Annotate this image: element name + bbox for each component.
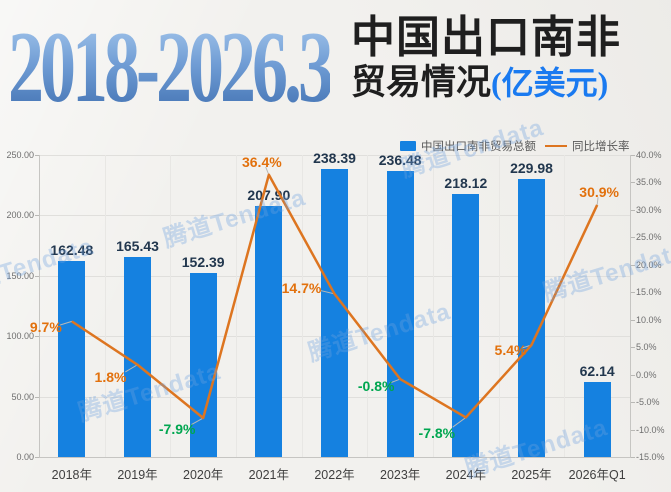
y-axis-left-tick [35,215,39,217]
y-axis-right-tick [631,429,635,431]
title-unit: (亿美元) [491,65,609,102]
bar-2026年Q1 [583,381,611,457]
gridline-vertical [433,155,434,457]
bar-2022年 [321,169,348,457]
y-axis-right-tick [631,457,635,458]
legend-line-label: 同比增长率 [572,141,630,153]
bar-value-label: 165.43 [116,238,159,255]
y-axis-left-tick [35,457,39,458]
legend-item-bar: 中国出口南非贸易总额 [400,138,536,154]
y-axis-left-tick [35,336,39,338]
x-axis-label: 2023年 [380,468,421,482]
growth-label: 36.4% [241,153,282,170]
x-axis-label: 2024年 [445,468,486,482]
y-axis-right-label: -5.0% [636,397,660,408]
y-axis-left-tick [35,275,39,277]
bar-value-label: 62.14 [579,362,615,379]
growth-label: 1.8% [94,368,127,385]
bar-value-label: 162.48 [50,241,94,258]
bar-value-label: 218.12 [444,174,488,191]
y-axis-right-label: -15.0% [636,452,665,462]
x-axis-line [39,457,631,458]
bar-value-label: 207.90 [247,186,291,203]
y-axis-right-line [630,155,631,457]
title-line1: 中国出口南非 [351,13,621,62]
bar-2021年 [255,205,283,457]
y-axis-right-tick [631,347,635,349]
y-axis-right-label: 35.0% [636,177,662,188]
growth-label: -7.9% [158,421,196,437]
title-year-range: 2018-2026.3 [8,10,334,124]
growth-label: -0.8% [357,378,395,395]
y-axis-left-tick [35,155,39,156]
y-axis-right-label: 0.0% [636,369,657,380]
y-axis-right-label: 30.0% [636,204,662,215]
bar-value-label: 152.39 [181,253,225,270]
bar-2025年 [518,179,545,457]
legend-item-line: 同比增长率 [545,138,630,154]
y-axis-right-label: 15.0% [636,287,662,298]
gridline-vertical [498,155,500,457]
bar-2019年 [124,257,151,457]
growth-label: -7.8% [418,425,456,442]
growth-label: 5.4% [494,341,527,358]
gridline-vertical [104,155,106,457]
legend-bar-label: 中国出口南非贸易总额 [421,141,536,153]
y-axis-right-label: 5.0% [636,342,657,353]
chart-legend: 中国出口南非贸易总额 同比增长率 [400,138,630,154]
y-axis-right-tick [631,237,635,239]
y-axis-left-label: 0.00 [16,452,34,462]
x-axis-label: 2018年 [51,468,92,482]
y-axis-left-label: 50.00 [11,391,34,402]
bar-value-label: 236.48 [378,152,422,169]
title-line2-text: 贸易情况 [351,63,492,103]
y-axis-right-tick [631,182,635,184]
title-chinese: 中国出口南非 贸易情况(亿美元) [351,13,621,104]
y-axis-left-label: 250.00 [6,150,34,160]
y-axis-right-tick [631,374,635,376]
growth-label: 30.9% [579,183,620,200]
y-axis-right-label: -10.0% [636,424,665,435]
y-axis-right-tick [631,292,635,294]
y-axis-left-label: 200.00 [6,210,34,221]
y-axis-left-line [39,155,40,457]
y-axis-right-tick [631,209,635,211]
y-axis-right-tick [631,264,635,266]
y-axis-left-label: 100.00 [6,331,34,342]
gridline-vertical [564,155,566,457]
y-axis-right-label: 40.0% [636,150,662,160]
bar-2018年 [58,260,86,457]
gridline-horizontal [39,155,630,156]
x-axis-label: 2025年 [511,468,552,482]
y-axis-right-tick [631,155,635,156]
gridline-vertical [236,155,237,457]
y-axis-right-label: 10.0% [636,314,662,325]
bar-value-label: 229.98 [510,160,553,177]
y-axis-right-tick [631,319,635,321]
y-axis-right-tick [631,402,635,404]
bar-2023年 [386,171,414,457]
line-series-swatch-icon [545,145,567,147]
gridline-vertical [301,155,303,457]
growth-label: 14.7% [281,279,322,296]
y-axis-left-tick [35,396,39,398]
y-axis-left-label: 150.00 [6,270,34,281]
y-axis-right-label: 25.0% [636,232,662,243]
bar-2024年 [452,193,480,457]
title-line2: 贸易情况(亿美元) [351,62,621,104]
growth-label: 9.7% [29,319,62,336]
x-axis-label: 2021年 [248,468,289,482]
gridline-vertical [170,155,172,457]
y-axis-right-label: 20.0% [636,259,662,270]
gridline-vertical [367,155,369,457]
x-axis-label: 2019年 [117,468,158,482]
x-axis-label: 2022年 [314,468,355,482]
x-axis-label: 2026年Q1 [568,468,626,482]
bar-series-swatch-icon [400,141,416,151]
x-axis-label: 2020年 [183,468,224,482]
bar-value-label: 238.39 [313,150,356,167]
